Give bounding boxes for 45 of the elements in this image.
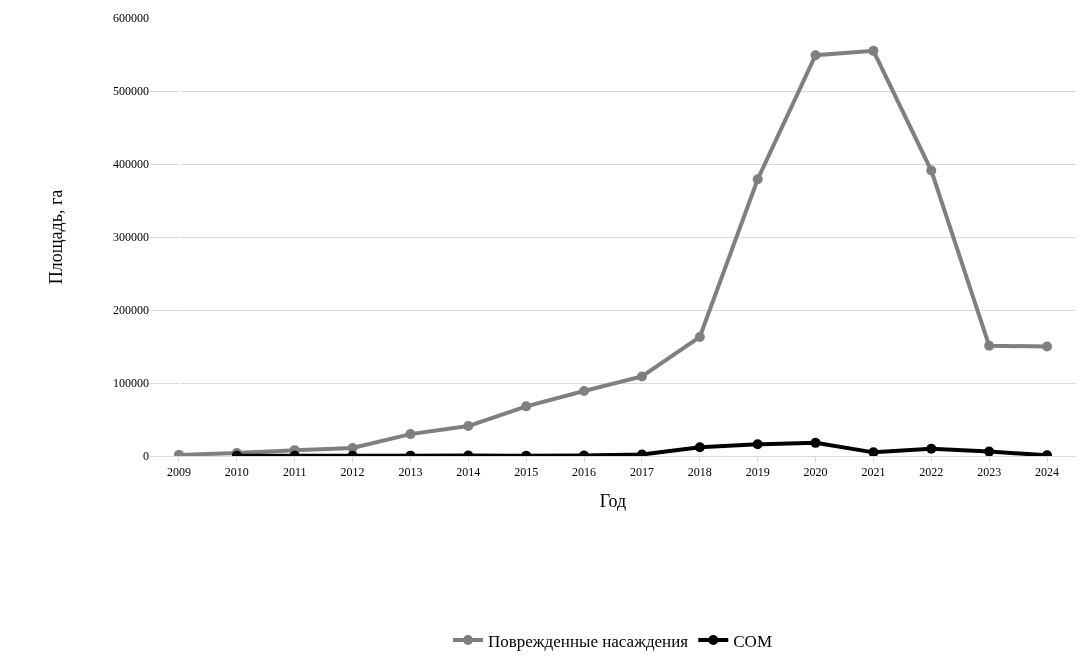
- x-tick-label: 2013: [398, 465, 423, 480]
- x-tick-label: 2017: [629, 465, 654, 480]
- x-tick-label: 2019: [745, 465, 770, 480]
- y-tick-label: 500000: [113, 84, 149, 99]
- y-tick-label: 600000: [113, 11, 149, 26]
- point: [1042, 341, 1053, 352]
- point: [868, 447, 879, 456]
- point: [694, 442, 705, 453]
- y-tick-label: 100000: [113, 376, 149, 391]
- y-tick-label: 200000: [113, 303, 149, 318]
- x-tick-label: 2011: [282, 465, 307, 480]
- x-tick-label: 2014: [456, 465, 481, 480]
- point: [463, 421, 474, 432]
- point: [868, 45, 879, 56]
- x-tick-label: 2010: [224, 465, 249, 480]
- y-axis-title: Площадь, га: [46, 189, 67, 285]
- x-tick-label: 2022: [919, 465, 944, 480]
- x-tick-label: 2012: [340, 465, 365, 480]
- point: [810, 50, 821, 61]
- x-tick-label: 2023: [977, 465, 1002, 480]
- point: [984, 340, 995, 351]
- point: [926, 165, 937, 176]
- y-tick-label: 400000: [113, 157, 149, 172]
- point: [752, 439, 763, 450]
- legend-label: СОМ: [733, 631, 773, 651]
- point: [579, 386, 590, 397]
- x-axis-title: Год: [599, 490, 627, 511]
- x-tick-label: 2015: [514, 465, 539, 480]
- point: [926, 443, 937, 454]
- y-tick-label: 0: [143, 449, 149, 464]
- point: [752, 174, 763, 185]
- x-tick-label: 2016: [572, 465, 597, 480]
- point: [984, 446, 995, 456]
- point: [521, 401, 532, 412]
- x-tick-label: 2020: [803, 465, 828, 480]
- x-tick-label: 2009: [166, 465, 191, 480]
- point: [636, 371, 647, 382]
- legend-label: Поврежденные насаждения: [488, 631, 689, 651]
- x-tick-label: 2024: [1035, 465, 1060, 480]
- point: [810, 437, 821, 448]
- point: [694, 332, 705, 343]
- y-tick-label: 300000: [113, 230, 149, 245]
- point: [405, 429, 416, 440]
- x-tick-label: 2018: [687, 465, 712, 480]
- x-tick-label: 2021: [861, 465, 886, 480]
